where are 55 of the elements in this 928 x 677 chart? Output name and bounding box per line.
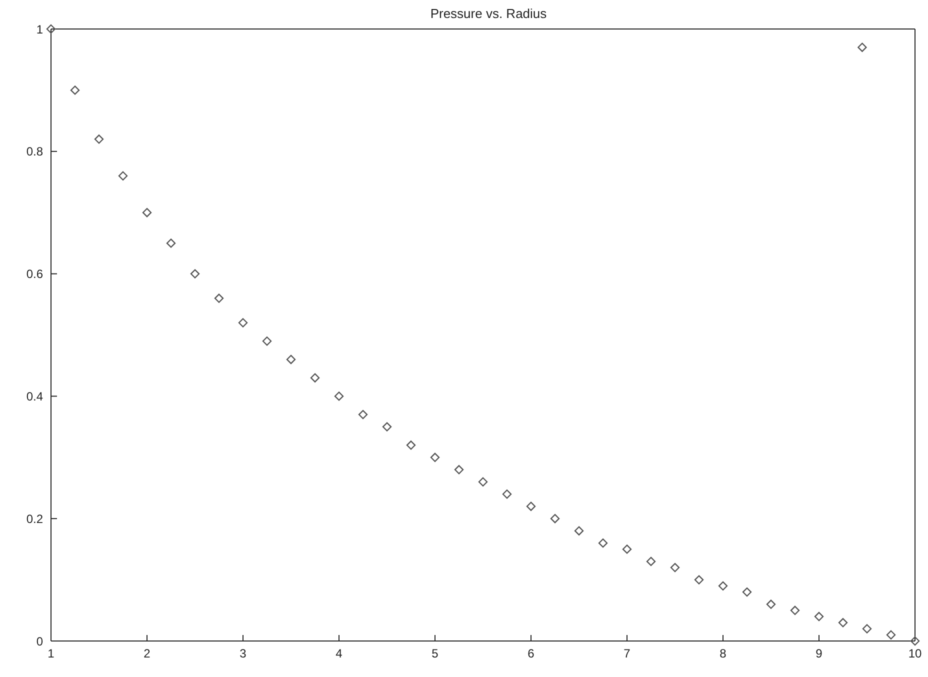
point [118, 171, 128, 180]
point [526, 502, 536, 511]
point [622, 544, 632, 554]
point [286, 354, 296, 364]
point [670, 562, 680, 572]
point [790, 606, 800, 615]
x-tick-label: 4 [336, 646, 343, 661]
point [262, 336, 272, 346]
point [886, 630, 896, 640]
point [910, 636, 920, 646]
x-tick-label: 9 [816, 646, 823, 661]
point [142, 208, 152, 218]
point [862, 624, 872, 634]
point [694, 575, 704, 584]
point [94, 134, 104, 144]
point [406, 440, 416, 450]
x-tick-label: 10 [908, 646, 922, 661]
point [214, 294, 224, 303]
point [478, 477, 488, 486]
point [358, 410, 368, 420]
x-tick-label: 5 [432, 646, 439, 661]
point [502, 490, 512, 499]
point [718, 581, 728, 591]
point [46, 24, 56, 34]
y-tick-label: 0.8 [26, 144, 44, 159]
point [70, 86, 80, 95]
point [166, 238, 176, 248]
y-tick-label: 0.4 [26, 389, 44, 404]
point [574, 526, 584, 536]
x-tick-label: 3 [240, 646, 247, 661]
point [454, 465, 464, 474]
point [310, 373, 320, 382]
x-tick-label: 2 [144, 646, 151, 661]
point [858, 42, 867, 52]
point [190, 269, 200, 278]
x-tick-label: 7 [624, 646, 631, 661]
point [646, 556, 656, 566]
point [334, 392, 344, 401]
point [382, 422, 392, 432]
y-tick-label: 0.6 [26, 267, 44, 282]
point [430, 452, 440, 462]
point [766, 600, 776, 609]
point [814, 612, 824, 622]
point [598, 538, 608, 548]
x-tick-label: 1 [48, 646, 55, 661]
x-tick-label: 6 [528, 646, 535, 661]
point [238, 318, 248, 328]
x-tick-label: 8 [720, 646, 727, 661]
point [550, 514, 560, 524]
y-tick-label: 1 [36, 22, 44, 36]
chart-title: Pressure vs. Radius [429, 6, 548, 21]
y-tick-label: 0.2 [26, 512, 44, 526]
point [742, 587, 752, 597]
y-tick-label: 0 [36, 634, 44, 648]
point [838, 618, 848, 628]
